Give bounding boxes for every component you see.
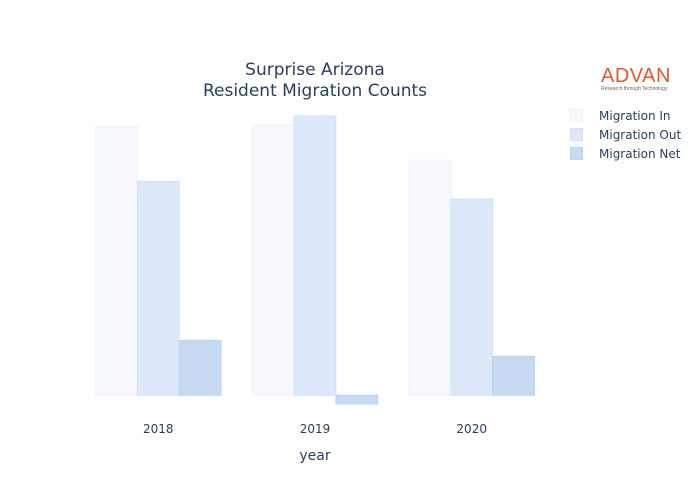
bar-migration-net-2020[interactable] [492,355,535,396]
legend-swatch-migration-in [570,109,583,122]
bar-migration-out-2019[interactable] [293,115,337,396]
bar-migration-net-2018[interactable] [178,339,222,396]
logo-wordmark: ADVAN [601,65,671,87]
bar-migration-out-2018[interactable] [136,180,180,396]
legend-label-migration-net: Migration Net [599,146,681,161]
legend-label-migration-in: Migration In [599,108,671,123]
legend-swatch-migration-net [570,147,583,160]
legend[interactable]: Migration In Migration Out Migration Net [570,106,681,163]
bar-migration-in-2018[interactable] [95,126,138,396]
bar-migration-out-2020[interactable] [450,198,494,396]
advan-logo: ADVAN Research through Technology [601,66,671,92]
logo-tagline: Research through Technology [601,86,668,92]
chart-title-line1: Surprise Arizona [245,60,385,80]
chart-title-line2: Resident Migration Counts [202,81,428,101]
legend-item-migration-out[interactable]: Migration Out [570,125,681,144]
bar-migration-in-2020[interactable] [408,159,452,396]
x-tick-label-2019: 2019 [300,422,331,436]
x-tick-label-2018: 2018 [143,422,174,436]
legend-item-migration-net[interactable]: Migration Net [570,144,681,163]
bar-migration-net-2019[interactable] [335,394,379,405]
x-tick-label-2020: 2020 [456,422,487,436]
legend-label-migration-out: Migration Out [599,127,682,142]
legend-item-migration-in[interactable]: Migration In [570,106,681,125]
legend-swatch-migration-out [570,128,583,141]
bar-migration-in-2019[interactable] [251,124,295,396]
x-axis-label: year [299,448,331,464]
